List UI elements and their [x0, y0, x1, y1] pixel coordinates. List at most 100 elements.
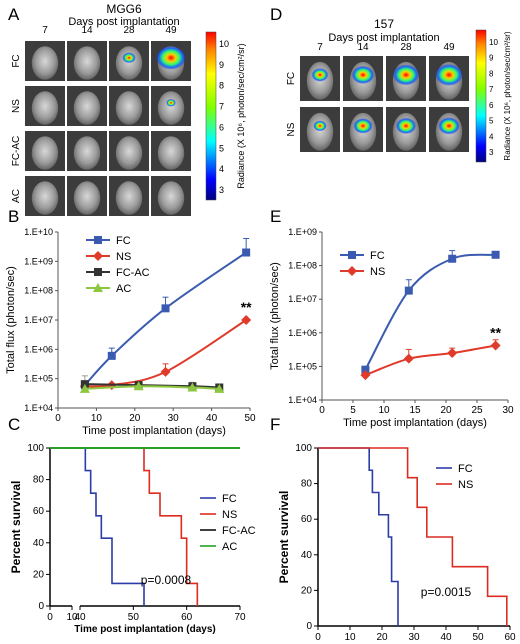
signal-blob: [122, 52, 136, 64]
image-cell: [67, 176, 107, 216]
panel-a-subtitle: Days post implantation: [68, 16, 179, 28]
legend-label: NS: [370, 266, 385, 278]
data-point: [490, 340, 501, 351]
day-label: 7: [317, 42, 323, 53]
x-axis-label: Time post implantation (days): [343, 417, 487, 429]
data-point: [107, 351, 116, 360]
series-ac: AC: [79, 283, 225, 393]
colorbar-tick: 8: [489, 69, 494, 78]
row-label: AC: [11, 189, 22, 203]
y-tick-label: 20: [33, 569, 45, 580]
x-tick-label: 10: [66, 612, 78, 623]
y-tick-label: 0: [38, 601, 44, 612]
legend-label: FC: [222, 493, 237, 505]
survival-curve: [50, 447, 145, 606]
x-tick-label: 5: [350, 405, 356, 416]
mouse-silhouette: [73, 136, 101, 170]
series-line: [84, 319, 247, 388]
mouse-silhouette: [73, 91, 101, 125]
day-label: 28: [123, 25, 135, 36]
data-point: [187, 382, 198, 392]
x-tick-label: 25: [471, 405, 483, 416]
y-tick-label: 1.E+05: [288, 361, 317, 371]
colorbar-tick: 4: [489, 132, 494, 141]
day-label: 7: [42, 25, 48, 36]
x-tick-label: 60: [181, 612, 193, 623]
colorbar-tick: 10: [489, 38, 498, 47]
signal-blob: [395, 117, 417, 135]
colorbar-tick: 3: [489, 148, 494, 157]
image-cell: [25, 41, 65, 81]
day-label: 28: [400, 42, 412, 53]
mouse-silhouette: [73, 46, 101, 80]
image-cell: [429, 107, 469, 152]
x-tick-label: 0: [47, 612, 53, 623]
significance-annotation: **: [241, 299, 252, 315]
y-tick-label: 100: [27, 443, 44, 454]
image-cell: [151, 86, 191, 126]
signal-blob: [351, 65, 375, 85]
image-cell: [109, 176, 149, 216]
mouse-silhouette: [157, 136, 185, 170]
colorbar-tick: 3: [219, 185, 224, 195]
y-tick-label: 1.E+05: [24, 374, 53, 384]
data-point: [241, 315, 252, 325]
colorbar-tick: 7: [219, 102, 224, 112]
y-tick-label: 1.E+07: [24, 315, 53, 325]
y-tick-label: 1.E+08: [288, 261, 317, 271]
mouse-silhouette: [115, 181, 143, 215]
mouse-silhouette: [306, 112, 334, 151]
y-tick-label: 1.E+08: [24, 286, 53, 296]
significance-annotation: **: [490, 324, 501, 340]
legend-label: NS: [458, 479, 473, 491]
survival-curve: [318, 447, 399, 626]
data-point: [79, 383, 90, 393]
x-tick-label: 40: [74, 612, 86, 623]
panel-letter-b: B: [8, 207, 19, 226]
image-cell: [386, 56, 426, 101]
data-point: [347, 266, 357, 276]
colorbar: [205, 31, 217, 201]
data-point: [214, 383, 225, 393]
data-point: [94, 268, 102, 276]
y-tick-label: 1.E+07: [288, 294, 317, 304]
mouse-silhouette: [157, 91, 185, 125]
x-tick-label: 10: [344, 632, 356, 643]
panel-a-title: MGG6: [106, 2, 142, 16]
p-value: p=0.0015: [421, 585, 472, 599]
y-tick-label: 80: [301, 479, 313, 490]
series-ac: AC: [50, 447, 240, 553]
mouse-silhouette: [115, 91, 143, 125]
data-point: [93, 251, 103, 261]
colorbar-tick: 6: [489, 101, 494, 110]
data-point: [94, 236, 102, 244]
x-tick-label: 40: [206, 413, 218, 424]
x-tick-label: 30: [408, 632, 420, 643]
signal-blob: [313, 120, 327, 132]
x-tick-label: 20: [376, 632, 388, 643]
mouse-silhouette: [31, 91, 59, 125]
colorbar-tick: 4: [219, 164, 224, 174]
colorbar-label: Radiance (X 10⁶, photon/sec/cm²/sr): [503, 31, 512, 160]
x-tick-label: 0: [315, 632, 321, 643]
signal-blob: [392, 64, 420, 86]
y-tick-label: 1.E+06: [288, 328, 317, 338]
data-point: [447, 348, 458, 359]
y-axis-label: Percent survival: [277, 491, 291, 584]
row-label: NS: [11, 99, 22, 113]
y-tick-label: 20: [301, 585, 313, 596]
mouse-silhouette: [31, 136, 59, 170]
data-point: [491, 250, 500, 259]
image-cell: [343, 107, 383, 152]
y-tick-label: 0: [306, 621, 312, 632]
image-cell: [151, 41, 191, 81]
x-tick-label: 10: [91, 413, 103, 424]
row-label: NS: [286, 122, 297, 136]
y-tick-label: 1.E+06: [24, 344, 53, 354]
y-tick-label: 40: [301, 550, 313, 561]
y-tick-label: 1.E+04: [24, 403, 53, 413]
legend-label: FC: [370, 250, 385, 262]
image-cell: [429, 56, 469, 101]
signal-blob: [435, 63, 463, 86]
